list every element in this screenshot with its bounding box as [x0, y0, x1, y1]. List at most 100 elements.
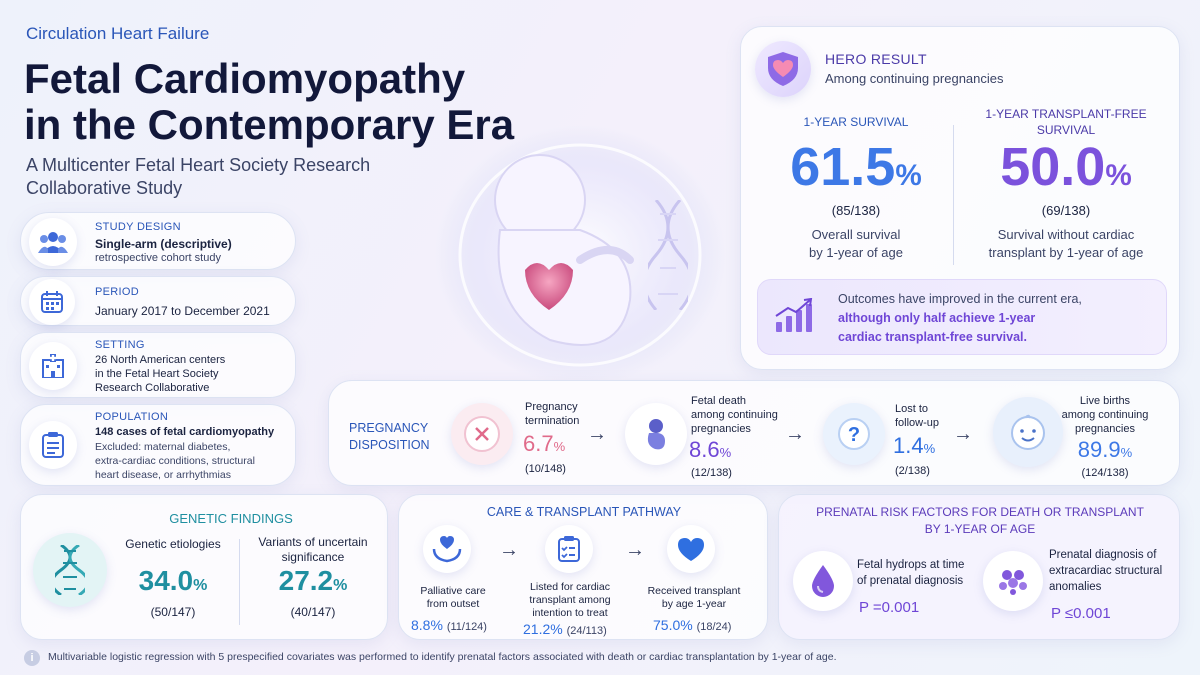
- death-unit: %: [719, 445, 732, 460]
- title-line-2: in the Contemporary Era: [24, 101, 515, 148]
- genetic-findings-card: GENETIC FINDINGS Genetic etiologies 34.0…: [20, 494, 388, 640]
- pregnancy-disposition-card: PREGNANCY DISPOSITION Pregnancy terminat…: [328, 380, 1180, 486]
- fetus-icon: [625, 403, 687, 465]
- risk-title-2: BY 1-YEAR OF AGE: [924, 522, 1036, 536]
- population-label: POPULATION: [95, 411, 169, 423]
- dna-icon: [33, 533, 107, 607]
- droplet-icon: [793, 551, 853, 611]
- vus-label-1: Variants of uncertain: [258, 535, 368, 549]
- etiologies-value: 34.0%: [113, 565, 233, 597]
- listed-value: 21.2%: [523, 621, 563, 637]
- chart-growth-icon: [774, 297, 814, 339]
- group-icon: [29, 218, 77, 266]
- tfs-number: 50.0: [1000, 137, 1106, 197]
- listed-label-3: intention to treat: [532, 607, 608, 619]
- live-count: (124/138): [1081, 467, 1129, 479]
- heart-icon: [667, 525, 715, 573]
- tfs-desc-2: transplant by 1-year of age: [988, 245, 1144, 260]
- live-number: 89.9: [1077, 437, 1121, 462]
- disposition-arrow-1: →: [587, 423, 607, 445]
- etiologies-count: (50/147): [150, 605, 196, 619]
- page-title: Fetal Cardiomyopathy in the Contemporary…: [24, 56, 514, 148]
- live-label-1: Live births: [1079, 395, 1131, 407]
- hydrops-label-2: of prenatal diagnosis: [857, 575, 964, 587]
- tfs-label-1: 1-YEAR TRANSPLANT-FREE: [985, 107, 1147, 121]
- survival-unit: %: [895, 159, 922, 192]
- disposition-arrow-2: →: [785, 423, 805, 445]
- risk-factors-card: PRENATAL RISK FACTORS FOR DEATH OR TRANS…: [778, 494, 1180, 640]
- palliative-value: 8.8%: [411, 617, 443, 633]
- subtitle-line-1: A Multicenter Fetal Heart Society Resear…: [26, 155, 371, 175]
- listed-count: (24/113): [566, 625, 607, 637]
- care-pathway-card: CARE & TRANSPLANT PATHWAY Palliative car…: [398, 494, 768, 640]
- survival-value: 61.5%: [761, 135, 951, 208]
- tfs-unit: %: [1105, 159, 1132, 192]
- survival-desc-2: by 1-year of age: [809, 245, 903, 260]
- setting-line-2: in the Fetal Heart Society: [95, 368, 219, 380]
- study-design-line-2: retrospective cohort study: [95, 252, 221, 264]
- setting-line-1: 26 North American centers: [95, 354, 226, 366]
- termination-unit: %: [553, 439, 566, 454]
- dna-illustration: [642, 199, 694, 311]
- death-number: 8.6: [689, 437, 720, 462]
- vus-label-2: significance: [281, 550, 345, 564]
- population-line-3: extra-cardiac conditions, structural: [95, 455, 255, 467]
- footer-text: Multivariable logistic regression with 5…: [48, 651, 837, 663]
- risk-title-1: PRENATAL RISK FACTORS FOR DEATH OR TRANS…: [816, 505, 1144, 519]
- palliative-value-row: 8.8% (11/124): [411, 617, 487, 633]
- tfs-desc-1: Survival without cardiac: [997, 227, 1135, 242]
- study-design-line-1: Single-arm (descriptive): [95, 237, 232, 251]
- termination-number: 6.7: [523, 431, 554, 456]
- lost-label-2: follow-up: [895, 417, 940, 429]
- live-label-2: among continuing: [1061, 409, 1149, 421]
- page-subtitle: A Multicenter Fetal Heart Society Resear…: [26, 154, 370, 200]
- disposition-title-1: PREGNANCY: [349, 421, 429, 435]
- period-value: January 2017 to December 2021: [95, 304, 270, 318]
- setting-label: SETTING: [95, 339, 145, 351]
- period-card: PERIOD January 2017 to December 2021: [20, 276, 296, 326]
- palliative-label-1: Palliative care: [420, 585, 486, 597]
- death-label-2: among continuing: [691, 409, 778, 421]
- disposition-arrow-3: →: [953, 423, 973, 445]
- hydrops-p: P =0.001: [859, 599, 920, 616]
- lost-number: 1.4: [893, 433, 924, 458]
- etiologies-unit: %: [193, 577, 208, 594]
- death-count: (12/138): [691, 467, 732, 479]
- cell-cluster-icon: [983, 551, 1043, 611]
- hydrops-label-1: Fetal hydrops at time: [857, 559, 965, 571]
- vus-unit: %: [333, 577, 348, 594]
- survival-number: 61.5: [790, 137, 896, 197]
- hero-note-box: Outcomes have improved in the current er…: [757, 279, 1167, 355]
- termination-value: 6.7%: [523, 431, 565, 457]
- survival-desc-1: Overall survival: [811, 227, 901, 242]
- fetus-illustration: [430, 120, 730, 390]
- extracardiac-p: P ≤0.001: [1051, 605, 1111, 622]
- vus-count: (40/147): [290, 605, 336, 619]
- checklist-icon: [545, 525, 593, 573]
- genetic-title: GENETIC FINDINGS: [169, 511, 293, 526]
- population-line-4: heart disease, or arrhythmias: [95, 469, 231, 481]
- care-title: CARE & TRANSPLANT PATHWAY: [486, 505, 682, 519]
- genetic-divider: [239, 539, 240, 625]
- palliative-label-2: from outset: [426, 598, 480, 610]
- title-line-1: Fetal Cardiomyopathy: [24, 55, 466, 102]
- survival-label: 1-YEAR SURVIVAL: [803, 115, 909, 129]
- hero-note-line-2: although only half achieve 1-year: [838, 311, 1036, 325]
- disposition-title-2: DISPOSITION: [349, 438, 430, 452]
- death-label-1: Fetal death: [691, 395, 747, 407]
- hands-heart-icon: [423, 525, 471, 573]
- received-value-row: 75.0% (18/24): [653, 617, 731, 633]
- survival-count: (85/138): [831, 203, 881, 218]
- etiologies-number: 34.0: [138, 565, 194, 596]
- etiologies-label: Genetic etiologies: [125, 537, 221, 551]
- lost-unit: %: [923, 441, 936, 456]
- footer: i Multivariable logistic regression with…: [20, 648, 1180, 668]
- hero-note-line-1: Outcomes have improved in the current er…: [838, 292, 1082, 306]
- listed-label-1: Listed for cardiac: [530, 581, 610, 593]
- palliative-count: (11/124): [446, 621, 487, 633]
- extracardiac-label-1: Prenatal diagnosis of: [1049, 549, 1157, 561]
- extracardiac-label-3: anomalies: [1049, 581, 1102, 593]
- baby-face-icon: [993, 397, 1063, 467]
- subtitle-line-2: Collaborative Study: [26, 178, 183, 198]
- received-count: (18/24): [696, 621, 732, 633]
